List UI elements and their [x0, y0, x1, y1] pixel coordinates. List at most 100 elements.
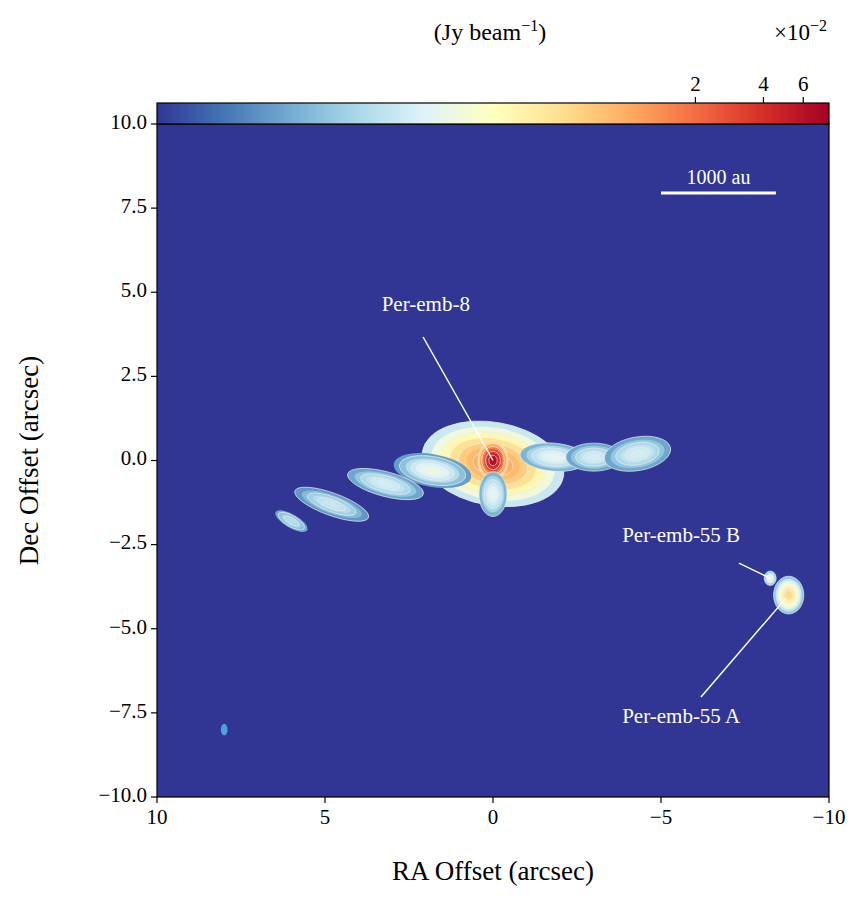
colorbar-tick — [803, 97, 804, 103]
y-tick-label: 10.0 — [110, 110, 147, 134]
emission-level — [484, 479, 502, 508]
leader-line — [701, 598, 786, 697]
leader-line — [423, 337, 493, 460]
emission-level — [608, 436, 666, 472]
emission-level — [587, 454, 601, 461]
emission-level — [279, 512, 303, 531]
x-tick-label: 5 — [320, 805, 331, 829]
emission-level — [370, 476, 401, 493]
colorbar — [157, 103, 829, 124]
emission-level — [540, 451, 566, 464]
colorbar-tick — [763, 97, 764, 103]
emission-level — [583, 452, 604, 463]
x-tick-label: 0 — [488, 805, 499, 829]
emission-level — [286, 517, 298, 526]
emission-level — [490, 489, 497, 500]
emission-level — [488, 486, 499, 503]
colorbar-label-part: ) — [538, 19, 546, 45]
y-tick — [151, 376, 157, 377]
scale-bar — [661, 191, 776, 194]
emission-level — [272, 506, 310, 536]
chart: Per-emb-8 Per-emb-55 B Per-emb-55 A 1000 au… — [0, 0, 857, 901]
y-tick — [151, 460, 157, 461]
x-tick — [492, 797, 493, 803]
emission-level — [305, 489, 358, 520]
colorbar-tick-label: 2 — [690, 72, 701, 96]
emission-level — [299, 485, 365, 524]
y-tick — [151, 628, 157, 629]
y-axis-title: Dec Offset (arcsec) — [14, 356, 44, 565]
emission-component — [602, 431, 674, 476]
y-tick-label: −5.0 — [109, 615, 147, 639]
emission-level — [619, 442, 655, 465]
y-tick-label: −2.5 — [109, 530, 147, 554]
x-tick-label: −10 — [813, 805, 846, 829]
colorbar-label-part: (Jy beam — [434, 19, 522, 45]
colorbar-multiplier: ×10−2 — [774, 17, 827, 45]
beam — [221, 724, 228, 736]
source-label: Per-emb-8 — [382, 292, 470, 316]
y-tick-label: 2.5 — [121, 362, 147, 386]
emission-level — [624, 445, 651, 462]
colorbar-label-part: −1 — [521, 17, 538, 34]
y-tick-label: 0.0 — [121, 446, 147, 470]
y-tick-label: 5.0 — [121, 278, 147, 302]
emission-component — [479, 472, 507, 517]
emission-level — [424, 466, 441, 476]
emission-level — [365, 473, 407, 495]
emission-level — [291, 480, 372, 528]
x-axis-title: RA Offset (arcsec) — [392, 856, 594, 886]
emission-component — [291, 480, 372, 528]
emission-level — [311, 492, 352, 516]
x-tick — [156, 797, 157, 803]
emission-level — [602, 431, 674, 476]
emission-component — [344, 462, 426, 506]
emission-level — [482, 476, 505, 512]
emission-level — [580, 450, 608, 464]
x-tick — [324, 797, 325, 803]
colorbar-multiplier-part: −2 — [810, 17, 827, 34]
frame — [157, 124, 829, 797]
x-tick — [828, 797, 829, 803]
x-tick-label: −5 — [650, 805, 672, 829]
y-tick-label: −7.5 — [109, 699, 147, 723]
emission-level — [322, 498, 342, 510]
colorbar-tick-label: 6 — [798, 72, 809, 96]
emission-level — [375, 479, 395, 490]
y-tick — [151, 292, 157, 293]
source-label: Per-emb-55 A — [622, 704, 741, 728]
emission-level — [614, 439, 661, 468]
emission-component — [272, 506, 310, 536]
source-label: Per-emb-55 B — [622, 523, 740, 547]
emission-level — [545, 453, 562, 461]
x-tick — [660, 797, 661, 803]
colorbar-multiplier-part: ×10 — [774, 20, 810, 45]
emission-level — [415, 461, 451, 481]
colorbar-tick-label: 4 — [758, 72, 769, 96]
emission-level — [786, 592, 791, 599]
scale-bar-label: 1000 au — [687, 166, 751, 188]
y-tick — [151, 208, 157, 209]
y-tick — [151, 712, 157, 713]
emission-level — [419, 463, 446, 478]
y-tick — [151, 544, 157, 545]
y-tick-label: 7.5 — [121, 194, 147, 218]
y-tick — [151, 796, 157, 797]
emission — [221, 410, 804, 735]
emission-level — [409, 458, 456, 484]
emission-level — [276, 509, 307, 533]
image-background — [157, 124, 829, 797]
emission-level — [486, 483, 500, 506]
x-tick-label: 10 — [147, 805, 168, 829]
colorbar-tick — [695, 97, 696, 103]
leader-line — [739, 563, 770, 578]
emission-level — [352, 466, 419, 502]
y-tick-label: −10.0 — [98, 783, 147, 807]
emission-level — [479, 472, 507, 517]
emission-level — [344, 462, 426, 506]
emission-level — [629, 448, 647, 459]
emission-level — [282, 514, 300, 528]
colorbar-label: (Jy beam−1) — [434, 17, 546, 45]
y-tick — [151, 123, 157, 124]
emission-level — [359, 470, 413, 499]
